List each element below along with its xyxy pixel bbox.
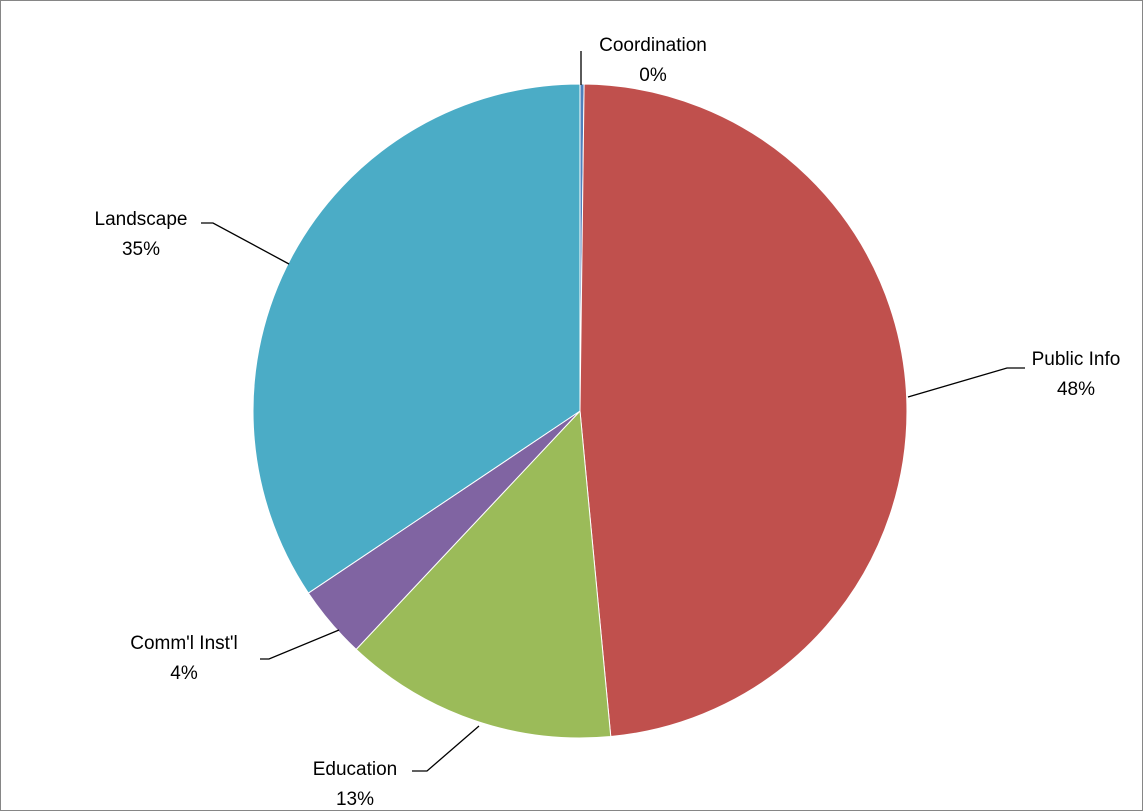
data-label-name-education: Education <box>313 759 398 780</box>
leader-line-landscape <box>201 222 290 265</box>
data-label-name-landscape: Landscape <box>95 209 188 230</box>
pie-slice-public-info <box>579 83 908 738</box>
leader-line-education <box>412 725 480 772</box>
leader-line-comm-l-inst-l <box>260 629 340 660</box>
data-label-name-coordination: Coordination <box>599 35 707 56</box>
pie-slice-education <box>355 409 612 739</box>
pie-slice-landscape <box>252 83 581 594</box>
data-label-pct-education: 13% <box>336 789 374 810</box>
data-label-pct-public-info: 48% <box>1057 379 1095 400</box>
data-label-pct-coordination: 0% <box>639 65 667 86</box>
data-label-pct-landscape: 35% <box>122 239 160 260</box>
data-label-name-comm-l-inst-l: Comm'l Inst'l <box>130 633 238 654</box>
leader-line-public-info <box>907 367 1025 398</box>
data-label-pct-comm-l-inst-l: 4% <box>170 663 198 684</box>
data-label-name-public-info: Public Info <box>1032 349 1121 370</box>
